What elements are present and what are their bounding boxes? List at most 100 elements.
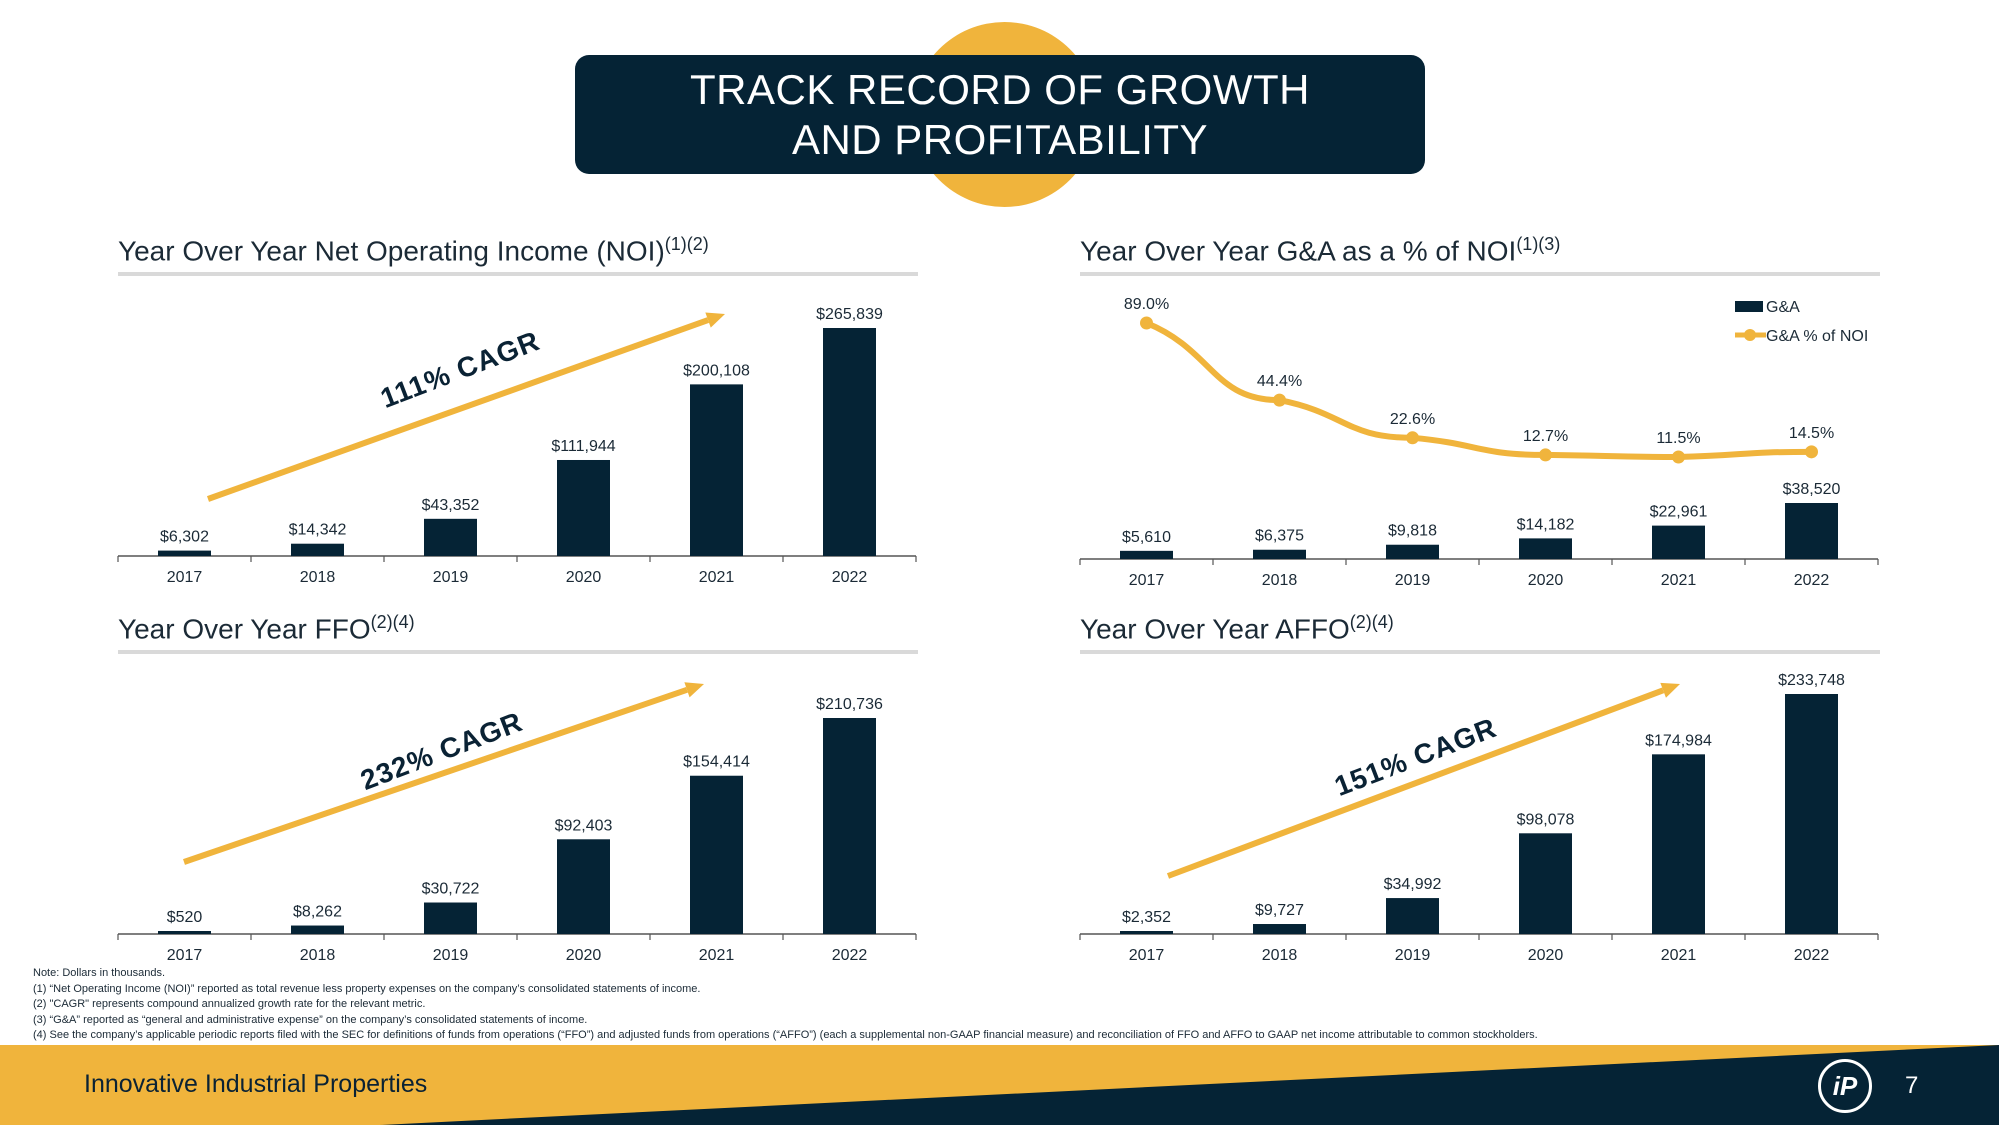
slide-title-line2: AND PROFITABILITY [791,115,1209,163]
ga-pct-point [1539,448,1552,462]
ffo-bar [158,931,211,934]
ffo-data-label: $210,736 [816,696,883,713]
affo-chart: $2,352 2017 $9,727 2018 $34,992 2019 $98,078 20… [1079,672,1879,964]
noi-x-tick-label: 2021 [699,569,735,586]
ffo-bar [557,839,610,934]
ffo-x-tick-label: 2018 [300,947,336,964]
ga-pct-point [1140,316,1153,330]
ga-pct-line [1143,320,1815,461]
ga-bar [1652,525,1705,559]
ffo-chart-panel: Year Over Year FFO(2)(4) $520 2017 $8,262 2… [117,612,918,992]
ga-bar [1120,550,1173,559]
noi-chart-title-text: Year Over Year Net Operating Income (NOI… [118,235,665,267]
ga-legend-swatch-bar [1735,301,1763,312]
ga-data-label: $14,182 [1517,516,1575,533]
noi-cagr-arrow-shaft [206,317,710,502]
affo-chart-title: Year Over Year AFFO(2)(4) [1080,612,1394,645]
noi-bar [291,543,344,556]
ffo-data-label: $30,722 [422,881,480,898]
noi-cagr-arrow-head [705,312,725,328]
affo-x-tick-label: 2020 [1528,947,1564,964]
noi-x-tick-label: 2020 [566,569,602,586]
ga-chart-title-footnote: (1)(3) [1516,234,1561,254]
ga-pct-label: 44.4% [1257,373,1302,390]
footnote-line: (3) “G&A” reported as “general and admin… [33,1013,588,1026]
affo-x-tick-label: 2018 [1262,947,1298,964]
ga-data-label: $38,520 [1783,481,1841,498]
footer-navy-wedge [380,1045,1999,1125]
affo-data-label: $174,984 [1645,732,1712,749]
ffo-chart-title-footnote: (2)(4) [370,612,415,632]
ga-data-label: $5,610 [1122,529,1171,546]
ga-data-label: $9,818 [1388,523,1437,540]
ffo-bar [690,775,743,934]
affo-cagr-arrow-shaft [1166,687,1665,879]
ga-x-tick-label: 2017 [1129,572,1165,589]
ffo-data-label: $8,262 [293,904,342,921]
ga-pct-label: 11.5% [1656,430,1700,447]
noi-chart-rule [118,272,918,276]
ga-legend-swatch-marker [1744,329,1756,341]
footer-band [0,1045,1999,1125]
footnote-line: (4) See the company’s applicable periodi… [33,1029,1538,1041]
affo-bar [1785,694,1838,934]
ffo-chart: $520 2017 $8,262 2018 $30,722 2019 $92,403 2020… [117,682,917,964]
noi-chart-panel: Year Over Year Net Operating Income (NOI… [117,234,918,614]
affo-cagr-arrow-head [1660,682,1680,698]
affo-chart-rule [1080,650,1880,654]
ga-x-tick-label: 2020 [1528,572,1564,589]
ga-legend-label-bar: G&A [1766,299,1800,316]
noi-x-tick-label: 2022 [832,569,868,586]
ffo-cagr-arrow-shaft [183,686,688,865]
affo-data-label: $233,748 [1778,672,1845,689]
affo-chart-panel: Year Over Year AFFO(2)(4) $2,352 2017 $9,7… [1079,612,1880,992]
noi-bar [158,550,211,556]
affo-x-tick-label: 2017 [1129,947,1165,964]
affo-x-tick-label: 2022 [1794,947,1830,964]
noi-data-label: $14,342 [289,522,347,539]
affo-x-tick-label: 2019 [1395,947,1431,964]
noi-bar [823,328,876,556]
ffo-bar [424,902,477,934]
ga-pct-point [1672,450,1685,464]
affo-x-tick-label: 2021 [1661,947,1697,964]
ga-pct-label: 12.7% [1523,428,1568,445]
noi-data-label: $200,108 [683,362,750,379]
ga-pct-label: 89.0% [1124,296,1169,313]
noi-data-label: $265,839 [816,306,883,323]
ga-x-tick-label: 2019 [1395,572,1431,589]
affo-data-label: $98,078 [1517,811,1575,828]
ga-pct-label: 22.6% [1390,411,1435,428]
noi-x-tick-label: 2017 [167,569,203,586]
ffo-data-label: $520 [167,909,203,926]
affo-data-label: $9,727 [1255,902,1304,919]
affo-bar [1120,931,1173,934]
noi-chart-title-footnote: (1)(2) [664,234,709,254]
footnote-line: (2) "CAGR" represents compound annualize… [33,998,426,1010]
company-logo: iP [1818,1059,1872,1113]
ga-data-label: $6,375 [1255,528,1304,545]
ga-x-tick-label: 2022 [1794,572,1830,589]
ga-legend-label-line: G&A % of NOI [1766,328,1868,345]
noi-chart: $6,302 2017 $14,342 2018 $43,352 2019 $111,944… [117,306,917,586]
ga-chart-panel: Year Over Year G&A as a % of NOI(1)(3) $… [1079,234,1880,614]
ffo-bar [823,718,876,934]
ffo-x-tick-label: 2017 [167,947,203,964]
ga-bar [1519,538,1572,559]
ffo-chart-title: Year Over Year FFO(2)(4) [118,612,415,645]
noi-data-label: $43,352 [422,497,480,514]
noi-data-label: $6,302 [160,529,209,546]
ga-bar [1785,503,1838,559]
noi-x-tick-label: 2019 [433,569,469,586]
affo-bar [1652,754,1705,934]
affo-bar [1519,833,1572,934]
ga-pct-label: 14.5% [1789,425,1834,442]
ga-chart-title: Year Over Year G&A as a % of NOI(1)(3) [1080,234,1560,267]
ga-pct-point [1805,445,1818,459]
noi-bar [424,518,477,556]
slide-title-line1: TRACK RECORD OF GROWTH [690,65,1310,113]
ffo-x-tick-label: 2022 [832,947,868,964]
affo-data-label: $2,352 [1122,909,1171,926]
page-number: 7 [1905,1072,1919,1099]
ffo-bar [291,925,344,934]
